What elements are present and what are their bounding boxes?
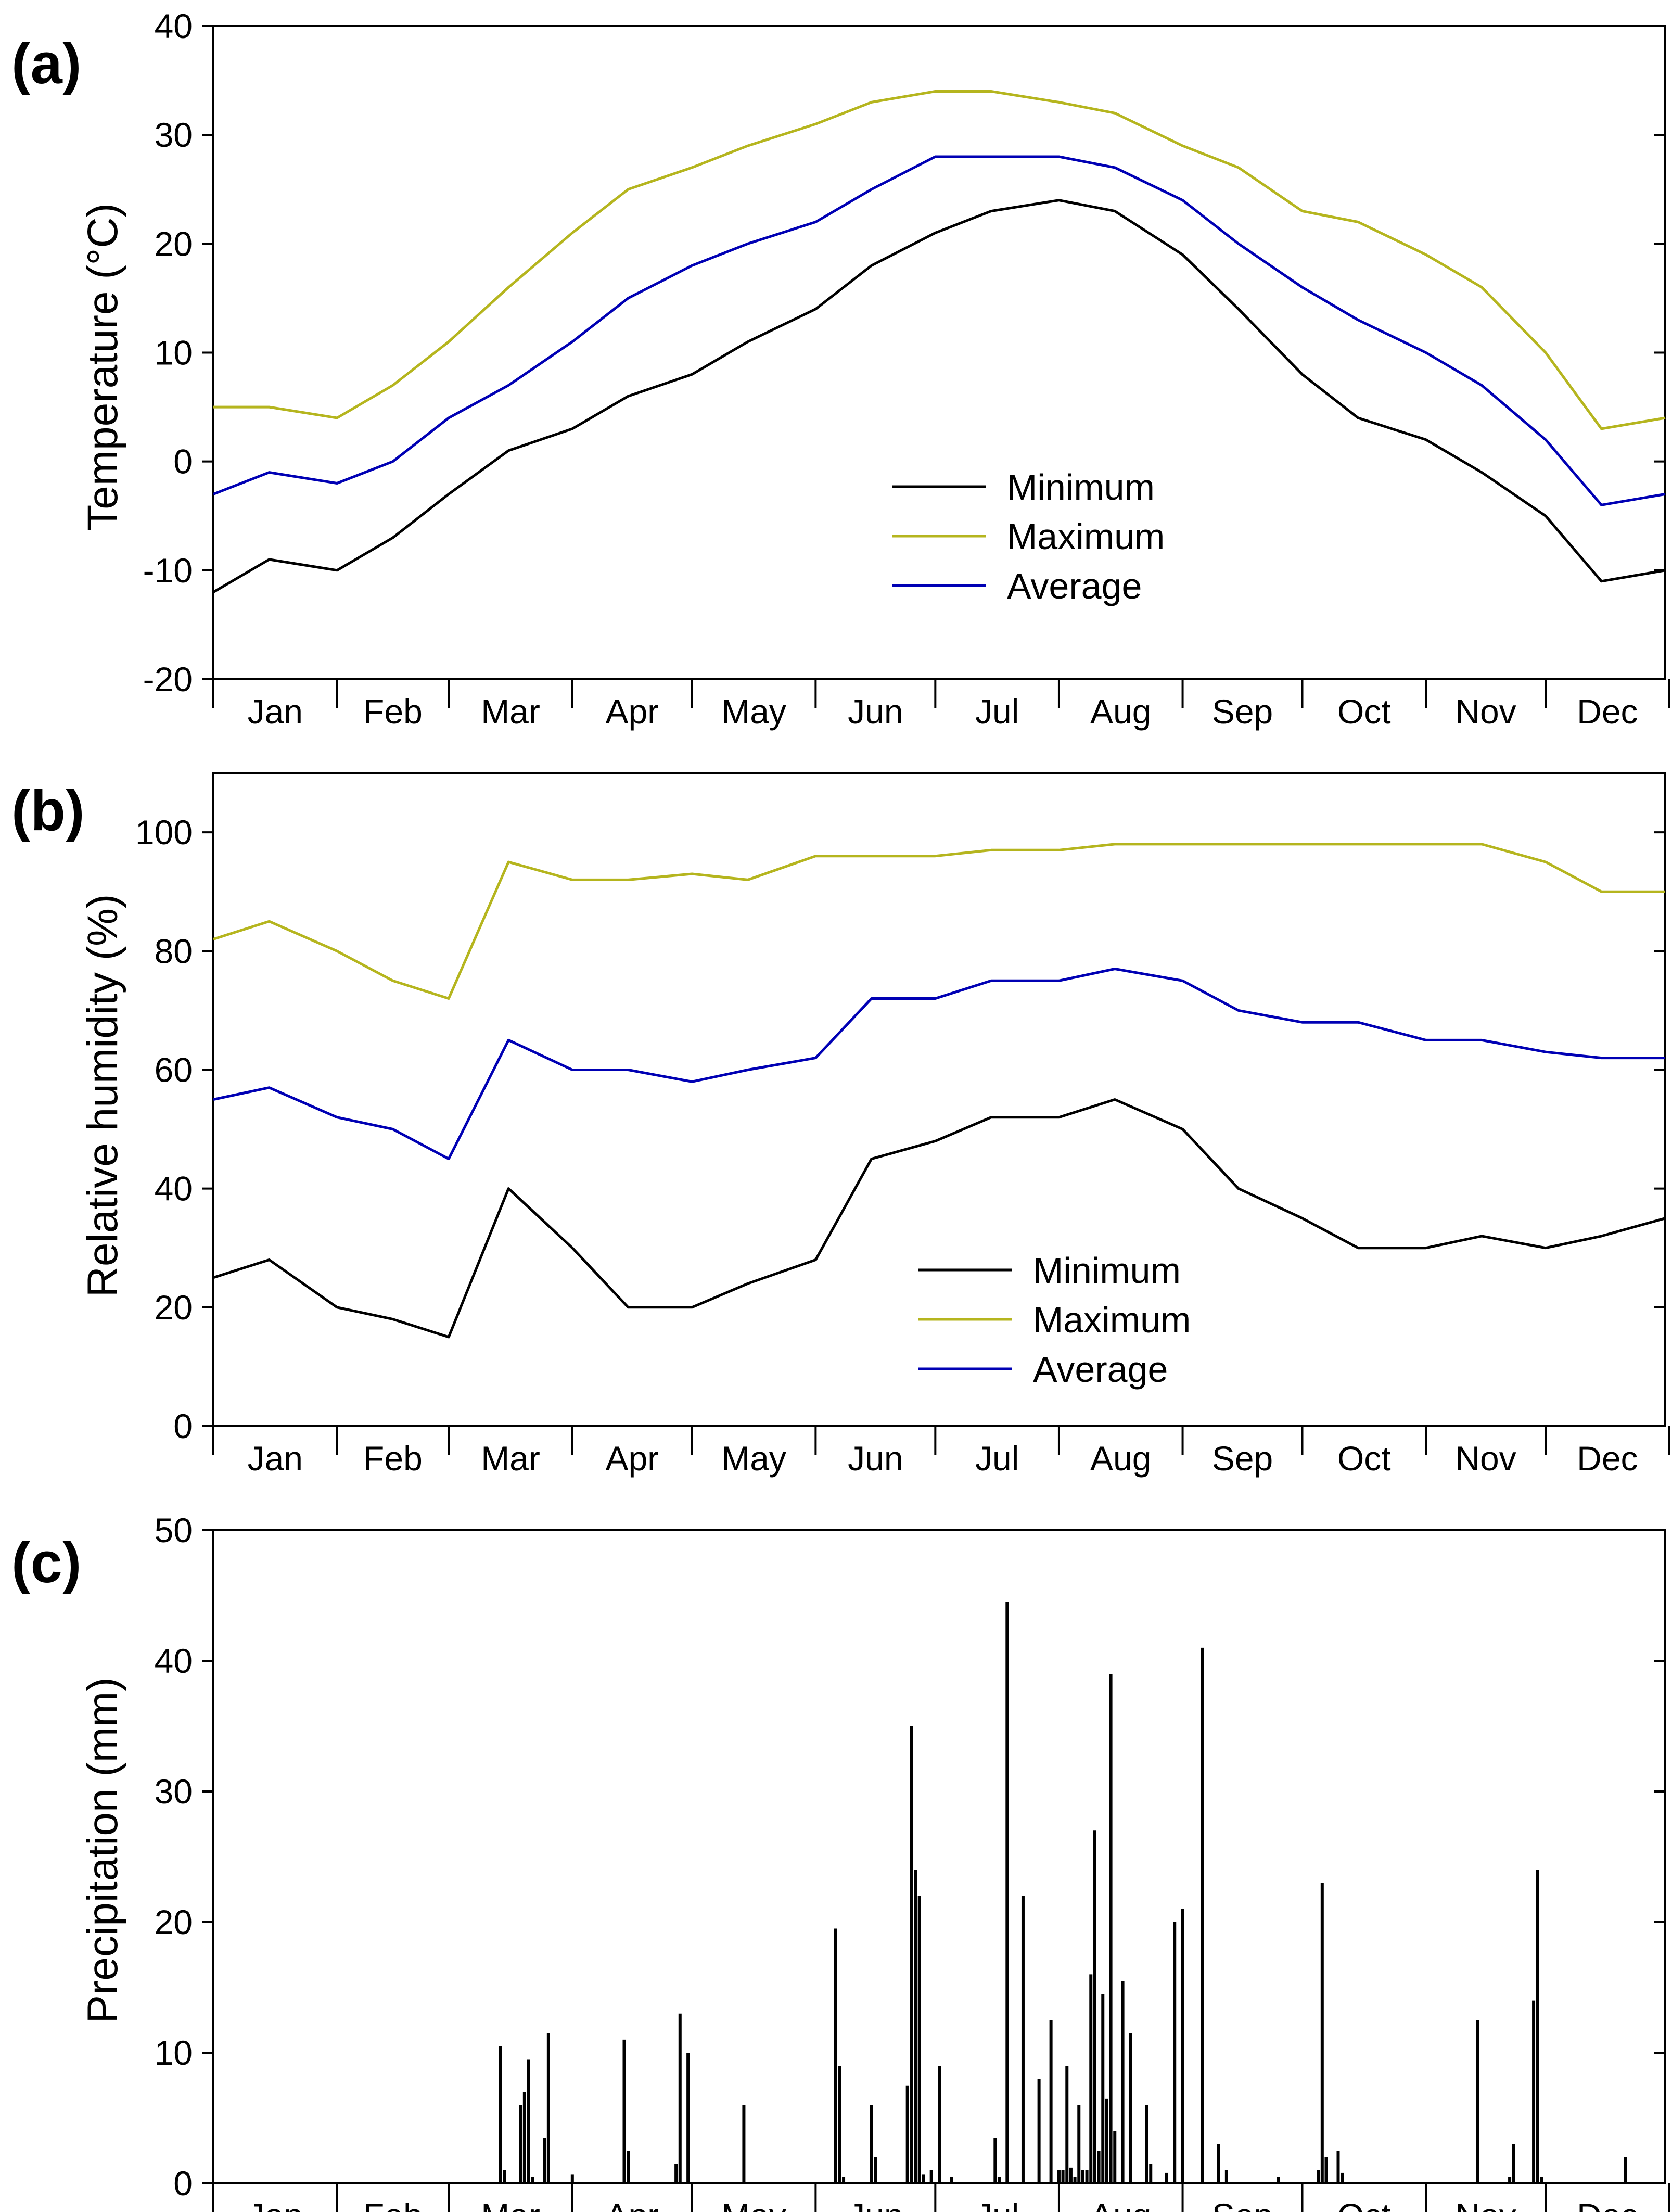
month-label: Mar	[481, 2196, 540, 2212]
panel-c-y-axis-label: Precipitation (mm)	[79, 1677, 126, 2023]
month-label: Jul	[975, 2196, 1019, 2212]
legend-a-average-label: Average	[1007, 566, 1142, 606]
y-tick-label: 60	[155, 1050, 193, 1089]
y-tick-label: 40	[155, 1642, 193, 1680]
month-label: Mar	[481, 1439, 540, 1478]
panel-b-label: (b)	[11, 779, 84, 843]
y-tick-label: -10	[143, 551, 193, 590]
month-label: Dec	[1577, 2196, 1638, 2212]
month-label: Dec	[1577, 692, 1638, 731]
month-label: Jun	[848, 692, 903, 731]
month-label: Aug	[1090, 2196, 1151, 2212]
panel-b: (b) Relative humidity (%) 0 20 40 60 80 100 Ja…	[11, 772, 1670, 1478]
panel-b-frame	[212, 772, 1666, 1427]
month-label: Nov	[1455, 692, 1516, 731]
month-label: Nov	[1455, 1439, 1516, 1478]
y-tick-label: 80	[155, 932, 193, 970]
month-label: Aug	[1090, 1439, 1151, 1478]
legend-a-minimum-label: Minimum	[1007, 467, 1155, 507]
panel-c: (c) Precipitation (mm) 0 10 20 30 40 50 Jan Feb…	[11, 1511, 1670, 2212]
y-tick-label: 0	[173, 2164, 193, 2203]
month-label: May	[721, 2196, 786, 2212]
y-tick-label: 20	[155, 1288, 193, 1327]
month-label: Jan	[248, 1439, 303, 1478]
panel-a-plot: -20 -10 0 10 20 30 40 Jan Feb Mar Apr May Jun Jul Aug S…	[143, 7, 1670, 731]
panel-a: (a) Temperature (°C) -20 -10 0 10 20 30 40 Jan F…	[11, 7, 1670, 731]
y-tick-label: 10	[155, 334, 193, 372]
month-label: Apr	[605, 2196, 659, 2212]
y-tick-label: 0	[173, 1407, 193, 1445]
month-label: Jul	[975, 692, 1019, 731]
month-label: Sep	[1212, 1439, 1273, 1478]
panel-b-plot: 0 20 40 60 80 100 Jan Feb Mar Apr May Jun Jul Aug Sep O…	[135, 772, 1670, 1478]
y-tick-label: 20	[155, 1903, 193, 1941]
panel-a-legend: Minimum Maximum Average	[892, 467, 1165, 606]
month-label: May	[721, 1439, 786, 1478]
month-label: Oct	[1337, 2196, 1391, 2212]
series-average-line	[213, 155, 1666, 506]
month-label: Feb	[363, 1439, 423, 1478]
y-tick-label: 40	[155, 7, 193, 45]
legend-b-maximum-label: Maximum	[1033, 1300, 1191, 1340]
y-tick-label: 40	[155, 1169, 193, 1208]
y-tick-label: 20	[155, 224, 193, 263]
month-label: Aug	[1090, 692, 1151, 731]
panel-b-y-axis-label: Relative humidity (%)	[79, 894, 126, 1298]
series-maximum-line	[213, 843, 1665, 1000]
y-tick-label: 10	[155, 2033, 193, 2072]
month-label: Jul	[975, 1439, 1019, 1478]
panel-a-label: (a)	[11, 32, 81, 96]
month-label: Apr	[605, 692, 659, 731]
y-tick-label: 100	[135, 813, 193, 851]
month-label: Jun	[848, 2196, 903, 2212]
y-tick-label: 0	[173, 442, 193, 481]
month-label: Feb	[363, 692, 423, 731]
y-tick-label: 50	[155, 1511, 193, 1549]
month-label: Mar	[481, 692, 540, 731]
series-minimum-line	[213, 1098, 1666, 1339]
y-tick-label: 30	[155, 1772, 193, 1811]
series-minimum-line	[212, 199, 1666, 593]
month-label: Jan	[248, 2196, 303, 2212]
series-average-line	[213, 968, 1665, 1161]
month-label: Sep	[1212, 2196, 1273, 2212]
legend-b-average-label: Average	[1033, 1349, 1168, 1390]
series-maximum-line	[213, 90, 1666, 430]
panel-c-label: (c)	[11, 1531, 81, 1595]
month-label: Oct	[1337, 1439, 1391, 1478]
legend-a-maximum-label: Maximum	[1007, 516, 1165, 557]
y-tick-label: 30	[155, 116, 193, 154]
panel-b-legend: Minimum Maximum Average	[918, 1250, 1191, 1390]
month-label: Jan	[248, 692, 303, 731]
month-label: Sep	[1212, 692, 1273, 731]
month-label: Jun	[848, 1439, 903, 1478]
month-label: Feb	[363, 2196, 423, 2212]
month-label: Apr	[605, 1439, 659, 1478]
month-label: Oct	[1337, 692, 1391, 731]
month-label: Dec	[1577, 1439, 1638, 1478]
legend-b-minimum-label: Minimum	[1033, 1250, 1181, 1291]
panel-a-frame	[212, 25, 1666, 680]
month-label: Nov	[1455, 2196, 1516, 2212]
panel-c-plot: 0 10 20 30 40 50 Jan Feb Mar Apr May Jun Jul Aug Sep Oc…	[155, 1511, 1670, 2212]
y-tick-label: -20	[143, 660, 193, 698]
panel-a-y-axis-label: Temperature (°C)	[79, 203, 126, 531]
month-label: May	[721, 692, 786, 731]
